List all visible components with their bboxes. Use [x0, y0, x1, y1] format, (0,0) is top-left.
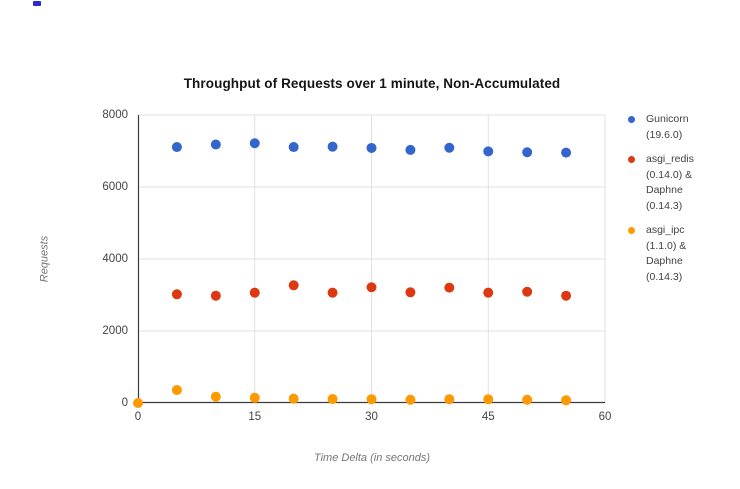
- data-point-series-1: [210, 290, 221, 301]
- legend-item-2: asgi_ipc (1.1.0) & Daphne (0.14.3): [624, 223, 716, 285]
- y-axis-title: Requests: [38, 235, 51, 283]
- legend-swatch-icon: [628, 156, 635, 163]
- data-point-series-0: [483, 146, 494, 157]
- data-point-series-2: [366, 394, 377, 405]
- data-point-series-0: [366, 142, 377, 153]
- x-axis-title: Time Delta (in seconds): [313, 452, 431, 464]
- data-point-series-2: [171, 385, 182, 396]
- y-tick-label: 4000: [102, 253, 128, 265]
- data-point-series-0: [405, 144, 416, 155]
- legend-item-1: asgi_redis (0.14.0) & Daphne (0.14.3): [624, 152, 716, 214]
- legend-label: asgi_ipc (1.1.0) & Daphne (0.14.3): [646, 224, 687, 283]
- data-point-series-0: [561, 147, 572, 158]
- data-point-series-1: [561, 290, 572, 301]
- data-point-series-1: [522, 286, 533, 297]
- legend-swatch-icon: [628, 116, 635, 123]
- y-tick-label: 2000: [102, 325, 128, 337]
- legend-swatch-icon: [628, 227, 635, 234]
- x-tick-label: 60: [598, 411, 612, 423]
- data-point-series-0: [210, 139, 221, 150]
- data-point-series-2: [483, 394, 494, 405]
- x-tick-label: 45: [481, 411, 495, 423]
- y-tick-label: 0: [121, 397, 128, 409]
- x-tick-label: 15: [248, 411, 262, 423]
- scatter-plot: [133, 114, 606, 408]
- y-tick-label: 6000: [102, 181, 128, 193]
- data-point-series-2: [210, 391, 221, 402]
- data-point-series-0: [522, 147, 533, 158]
- legend-label: Gunicorn (19.6.0): [646, 113, 689, 141]
- data-point-series-0: [288, 142, 299, 153]
- data-point-series-2: [522, 394, 533, 405]
- plot-area: 0 2000 4000 6000 8000 0 15 30 45 60: [102, 109, 611, 423]
- legend-label: asgi_redis (0.14.0) & Daphne (0.14.3): [646, 153, 694, 212]
- data-point-series-2: [288, 393, 299, 404]
- data-point-series-2: [133, 398, 143, 408]
- data-point-series-1: [288, 280, 299, 291]
- chart-legend: Gunicorn (19.6.0) asgi_redis (0.14.0) & D…: [624, 112, 716, 285]
- data-point-series-1: [249, 287, 260, 298]
- data-point-series-2: [561, 395, 572, 406]
- data-point-series-2: [444, 394, 455, 405]
- data-point-series-1: [327, 287, 338, 298]
- stray-blue-mark: [33, 1, 41, 6]
- legend-item-0: Gunicorn (19.6.0): [624, 112, 716, 143]
- data-point-series-2: [327, 394, 338, 405]
- data-point-series-1: [444, 282, 455, 293]
- data-point-series-1: [171, 289, 182, 300]
- data-point-series-0: [249, 138, 260, 149]
- x-tick-label: 0: [134, 411, 142, 423]
- data-point-series-1: [483, 287, 494, 298]
- y-tick-label: 8000: [102, 109, 128, 121]
- data-point-series-0: [327, 141, 338, 152]
- data-point-series-1: [366, 282, 377, 293]
- x-tick-label: 30: [365, 411, 378, 423]
- data-point-series-2: [405, 394, 416, 405]
- data-point-series-0: [444, 142, 455, 153]
- data-point-series-0: [171, 142, 182, 153]
- chart-title: Throughput of Requests over 1 minute, No…: [183, 76, 561, 91]
- data-point-series-1: [405, 287, 416, 298]
- data-point-series-2: [249, 392, 260, 403]
